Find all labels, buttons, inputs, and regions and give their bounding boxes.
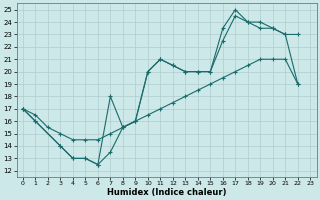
X-axis label: Humidex (Indice chaleur): Humidex (Indice chaleur) [107, 188, 226, 197]
